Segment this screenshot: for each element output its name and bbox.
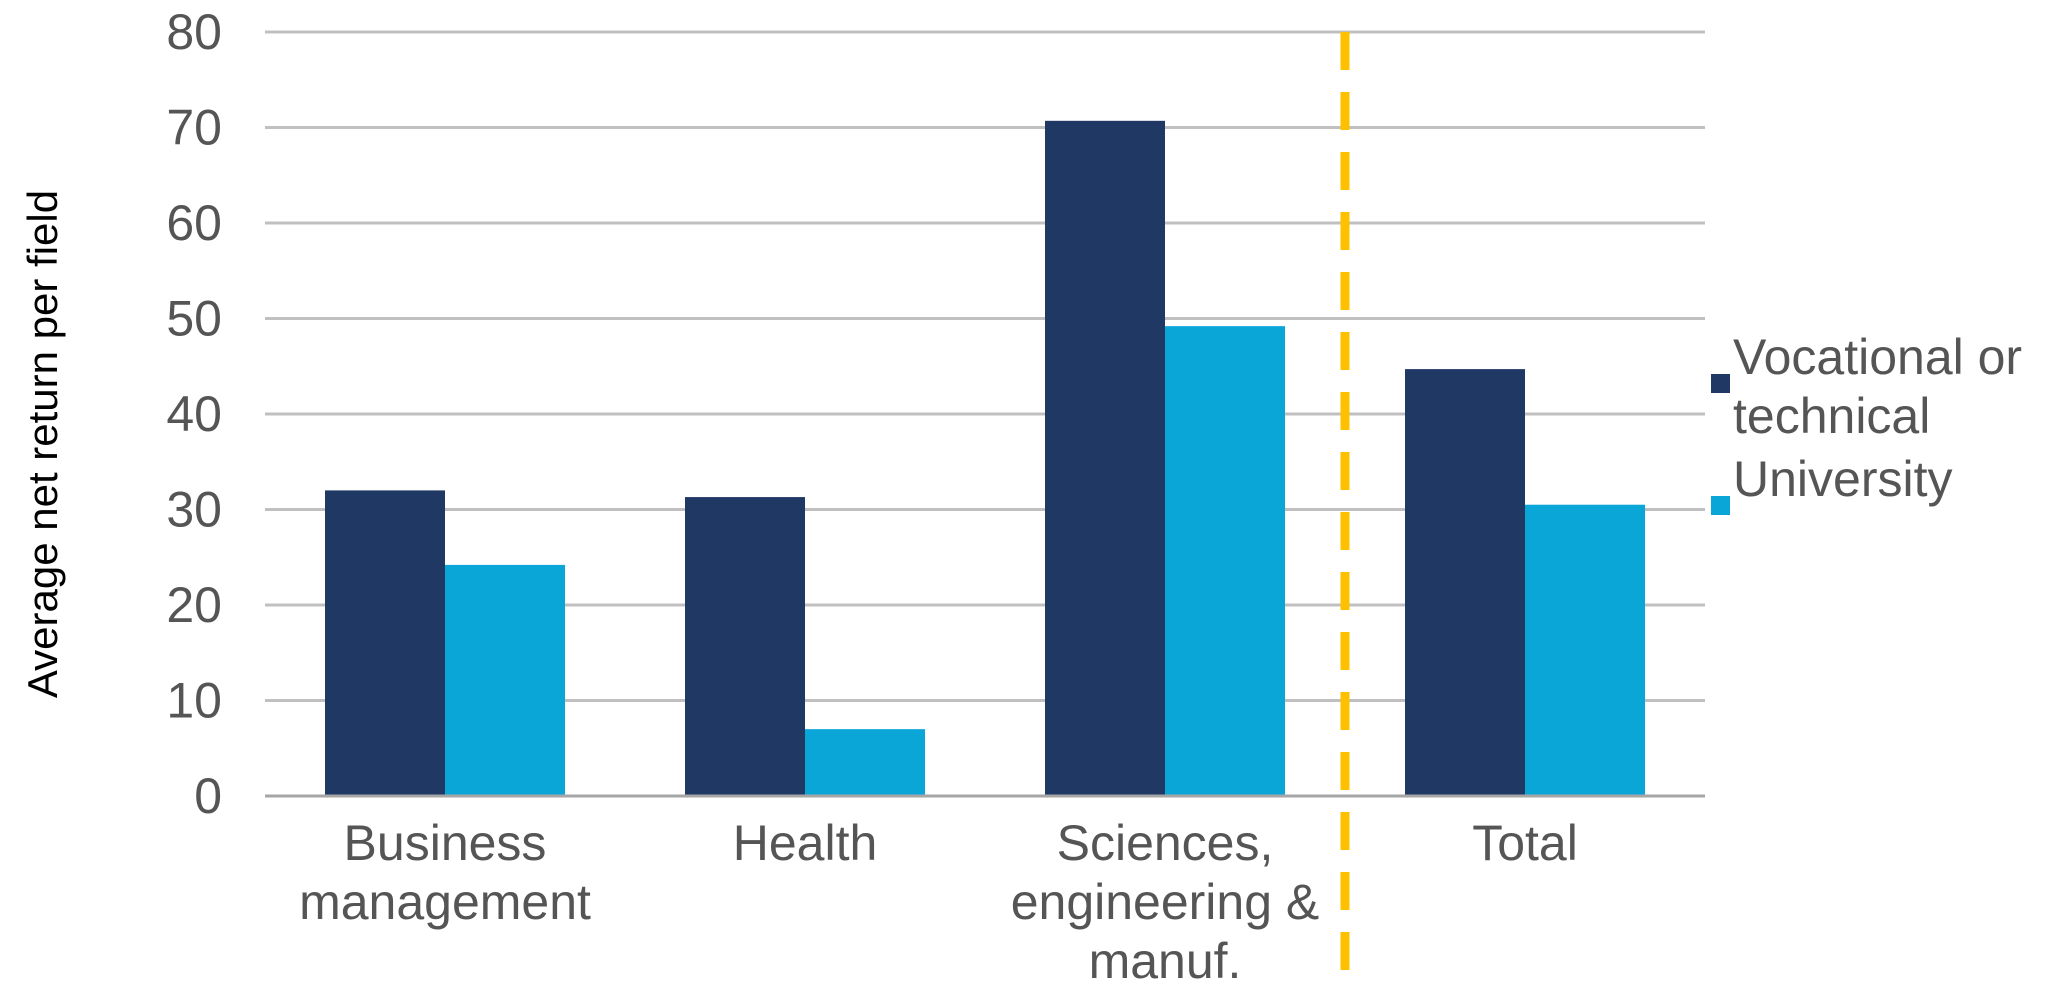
y-tick-label: 80 xyxy=(166,4,222,60)
legend-label: Vocational or technical xyxy=(1733,329,2022,444)
y-tick-label: 70 xyxy=(166,100,222,156)
bar xyxy=(445,564,565,796)
legend-label: University xyxy=(1733,451,1952,507)
y-axis-ticks: 0 10 20 30 40 50 60 70 80 xyxy=(166,4,222,824)
bars xyxy=(325,120,1645,796)
y-tick-label: 60 xyxy=(166,195,222,251)
bar xyxy=(1165,326,1285,796)
y-tick-label: 20 xyxy=(166,577,222,633)
y-tick-label: 10 xyxy=(166,673,222,729)
bar xyxy=(685,497,805,796)
legend-swatch xyxy=(1711,496,1730,515)
y-tick-label: 40 xyxy=(166,386,222,442)
y-tick-label: 50 xyxy=(166,291,222,347)
legend: Vocational or technical University xyxy=(1711,329,2022,515)
bar xyxy=(805,729,925,796)
x-category-label: Business management xyxy=(299,815,591,930)
bar xyxy=(1525,504,1645,796)
bar xyxy=(1405,369,1525,796)
bar xyxy=(1045,120,1165,796)
legend-swatch xyxy=(1711,374,1730,393)
bar xyxy=(325,490,445,796)
x-category-label: Total xyxy=(1472,815,1578,871)
x-category-label: Health xyxy=(733,815,878,871)
y-tick-label: 30 xyxy=(166,482,222,538)
y-tick-label: 0 xyxy=(194,768,222,824)
x-category-label: Sciences, engineering & manuf. xyxy=(1011,815,1320,984)
y-axis-label: Average net return per field xyxy=(19,190,66,698)
x-axis-categories: Business management Health Sciences, enginee… xyxy=(299,815,1578,984)
